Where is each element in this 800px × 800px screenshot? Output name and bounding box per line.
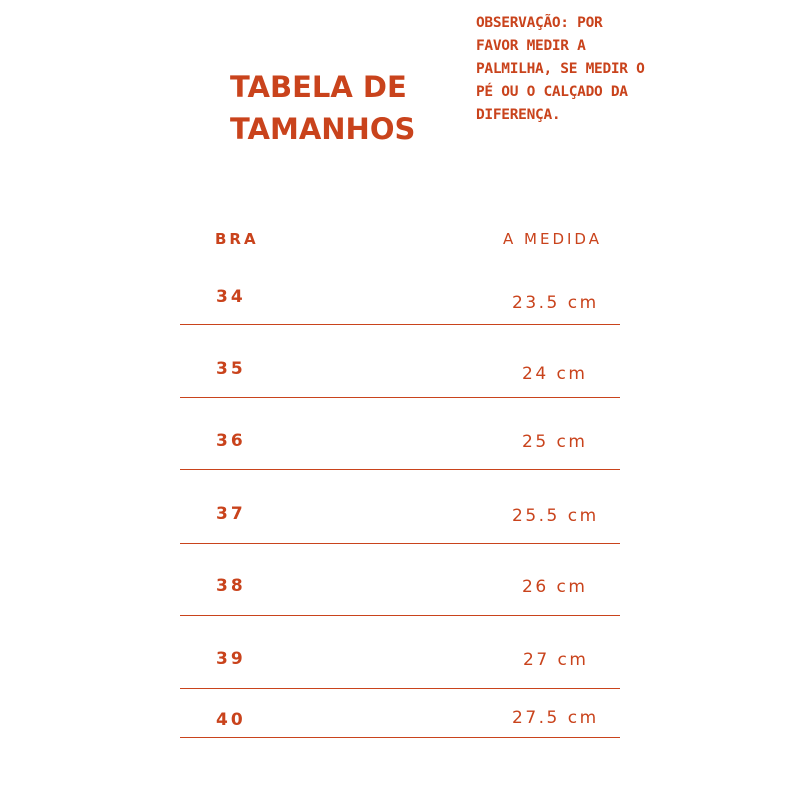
- column-header: BRA: [215, 230, 259, 248]
- title-line: TABELA DE: [230, 70, 407, 104]
- size-cell: 35: [216, 359, 246, 379]
- measure-cell: 26 cm: [522, 577, 588, 597]
- measure-cell: 27 cm: [523, 650, 589, 670]
- measure-cell: 24 cm: [522, 364, 588, 384]
- note-line: FAVOR MEDIR A: [476, 38, 586, 54]
- row-divider: [180, 397, 620, 398]
- size-cell: 38: [216, 576, 246, 596]
- column-header: A MEDIDA: [503, 230, 602, 248]
- note-line: OBSERVAÇÃO: POR: [476, 15, 603, 31]
- measure-cell: 23.5 cm: [512, 293, 599, 313]
- measure-cell: 25.5 cm: [512, 506, 599, 526]
- row-divider: [180, 543, 620, 544]
- measure-cell: 25 cm: [522, 432, 588, 452]
- size-cell: 40: [216, 710, 246, 730]
- size-cell: 36: [216, 431, 246, 451]
- title-line: TAMANHOS: [230, 112, 416, 146]
- row-divider: [180, 615, 620, 616]
- measure-cell: 27.5 cm: [512, 708, 599, 728]
- size-cell: 34: [216, 287, 246, 307]
- note-line: DIFERENÇA.: [476, 107, 561, 123]
- size-cell: 39: [216, 649, 246, 669]
- size-cell: 37: [216, 504, 246, 524]
- row-divider: [180, 324, 620, 325]
- note-line: PÉ OU O CALÇADO DA: [476, 84, 628, 100]
- row-divider: [180, 688, 620, 689]
- note-line: PALMILHA, SE MEDIR O: [476, 61, 645, 77]
- row-divider: [180, 469, 620, 470]
- row-divider: [180, 737, 620, 738]
